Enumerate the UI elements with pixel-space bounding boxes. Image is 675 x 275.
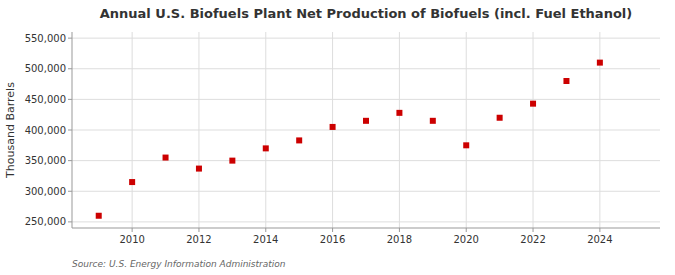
tick-label-x: 2010: [119, 234, 144, 245]
point: [463, 142, 469, 148]
tick-x: [466, 228, 467, 232]
point: [396, 110, 402, 116]
point: [497, 115, 503, 121]
tick-x: [265, 228, 266, 232]
tick-label-x: 2024: [587, 234, 612, 245]
tick-y: [68, 160, 72, 161]
tick-y: [68, 38, 72, 39]
tick-label-y: 350,000: [25, 155, 66, 166]
grid-line-x: [533, 32, 534, 228]
tick-label-y: 250,000: [25, 216, 66, 227]
points: [96, 60, 603, 219]
point: [530, 101, 536, 107]
grid: [72, 32, 660, 228]
point: [163, 155, 169, 161]
point: [229, 158, 235, 164]
tick-label-x: 2014: [253, 234, 278, 245]
point: [96, 213, 102, 219]
chart-container: Annual U.S. Biofuels Plant Net Productio…: [0, 0, 675, 275]
tick-label-y: 550,000: [25, 33, 66, 44]
tick-x: [399, 228, 400, 232]
point: [363, 118, 369, 124]
tick-y: [68, 191, 72, 192]
tick-label-x: 2022: [520, 234, 545, 245]
tick-y: [68, 68, 72, 69]
grid-line-x: [466, 32, 467, 228]
tick-x: [599, 228, 600, 232]
tick-label-y: 400,000: [25, 125, 66, 136]
point: [330, 124, 336, 130]
grid-line-y: [72, 99, 660, 100]
tick-label-x: 2016: [320, 234, 345, 245]
tick-label-x: 2012: [186, 234, 211, 245]
grid-line-y: [72, 160, 660, 161]
grid-line-x: [265, 32, 266, 228]
grid-line-x: [132, 32, 133, 228]
tick-x: [332, 228, 333, 232]
grid-line-y: [72, 221, 660, 222]
point: [129, 179, 135, 185]
point: [597, 60, 603, 66]
tick-label-y: 500,000: [25, 63, 66, 74]
grid-line-x: [198, 32, 199, 228]
point: [296, 137, 302, 143]
chart: Annual U.S. Biofuels Plant Net Productio…: [0, 0, 675, 275]
point: [196, 166, 202, 172]
tick-y: [68, 130, 72, 131]
tick-label-x: 2018: [387, 234, 412, 245]
tick-label-y: 300,000: [25, 186, 66, 197]
tick-label-y: 450,000: [25, 94, 66, 105]
point: [430, 118, 436, 124]
ticks: 250,000 300,000 350,000 400,000 450,000 500,0…: [25, 33, 613, 245]
tick-y: [68, 99, 72, 100]
tick-y: [68, 221, 72, 222]
source: Source: U.S. Energy Information Administ…: [72, 259, 286, 269]
tick-x: [132, 228, 133, 232]
axis-y: [72, 32, 73, 228]
point: [563, 78, 569, 84]
tick-x: [198, 228, 199, 232]
grid-line-y: [72, 68, 660, 69]
tick-label-x: 2020: [454, 234, 479, 245]
y-axis-label: Thousand Barrels: [4, 82, 17, 179]
point: [263, 145, 269, 151]
grid-line-x: [399, 32, 400, 228]
grid-line-y: [72, 38, 660, 39]
axis-x: [72, 228, 660, 229]
grid-line-x: [332, 32, 333, 228]
grid-line-y: [72, 130, 660, 131]
grid-line-y: [72, 191, 660, 192]
tick-x: [533, 228, 534, 232]
title: Annual U.S. Biofuels Plant Net Productio…: [100, 6, 632, 21]
